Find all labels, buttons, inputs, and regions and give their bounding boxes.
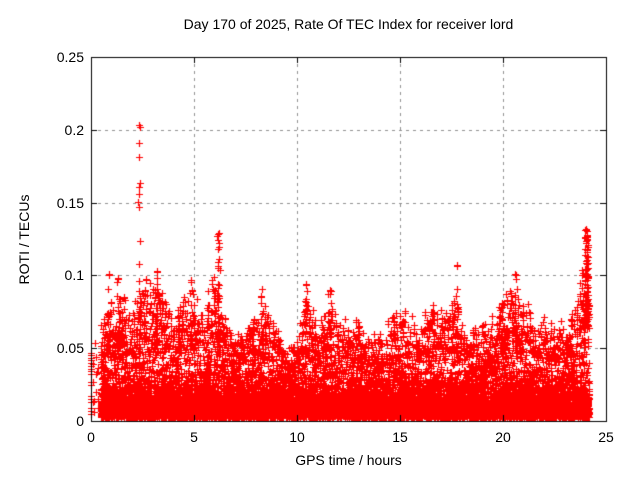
- chart-title: Day 170 of 2025, Rate Of TEC Index for r…: [183, 16, 514, 32]
- x-tick-label-0: 0: [87, 429, 95, 445]
- y-tick-label-0: 0: [76, 413, 84, 429]
- y-axis-label: ROTI / TECUs: [16, 194, 32, 285]
- y-tick-label-02: 0.2: [64, 122, 84, 138]
- x-tick-label-25: 25: [598, 429, 614, 445]
- y-tick-label-005: 0.05: [56, 340, 84, 356]
- x-tick-label-10: 10: [289, 429, 305, 445]
- x-tick-label-5: 5: [190, 429, 198, 445]
- y-tick-label-015: 0.15: [56, 195, 84, 211]
- x-tick-label-15: 15: [392, 429, 408, 445]
- x-tick-label-20: 20: [495, 429, 511, 445]
- x-axis-label: GPS time / hours: [295, 452, 402, 468]
- y-tick-label-025: 0.25: [56, 49, 84, 65]
- y-tick-label-01: 0.1: [64, 267, 84, 283]
